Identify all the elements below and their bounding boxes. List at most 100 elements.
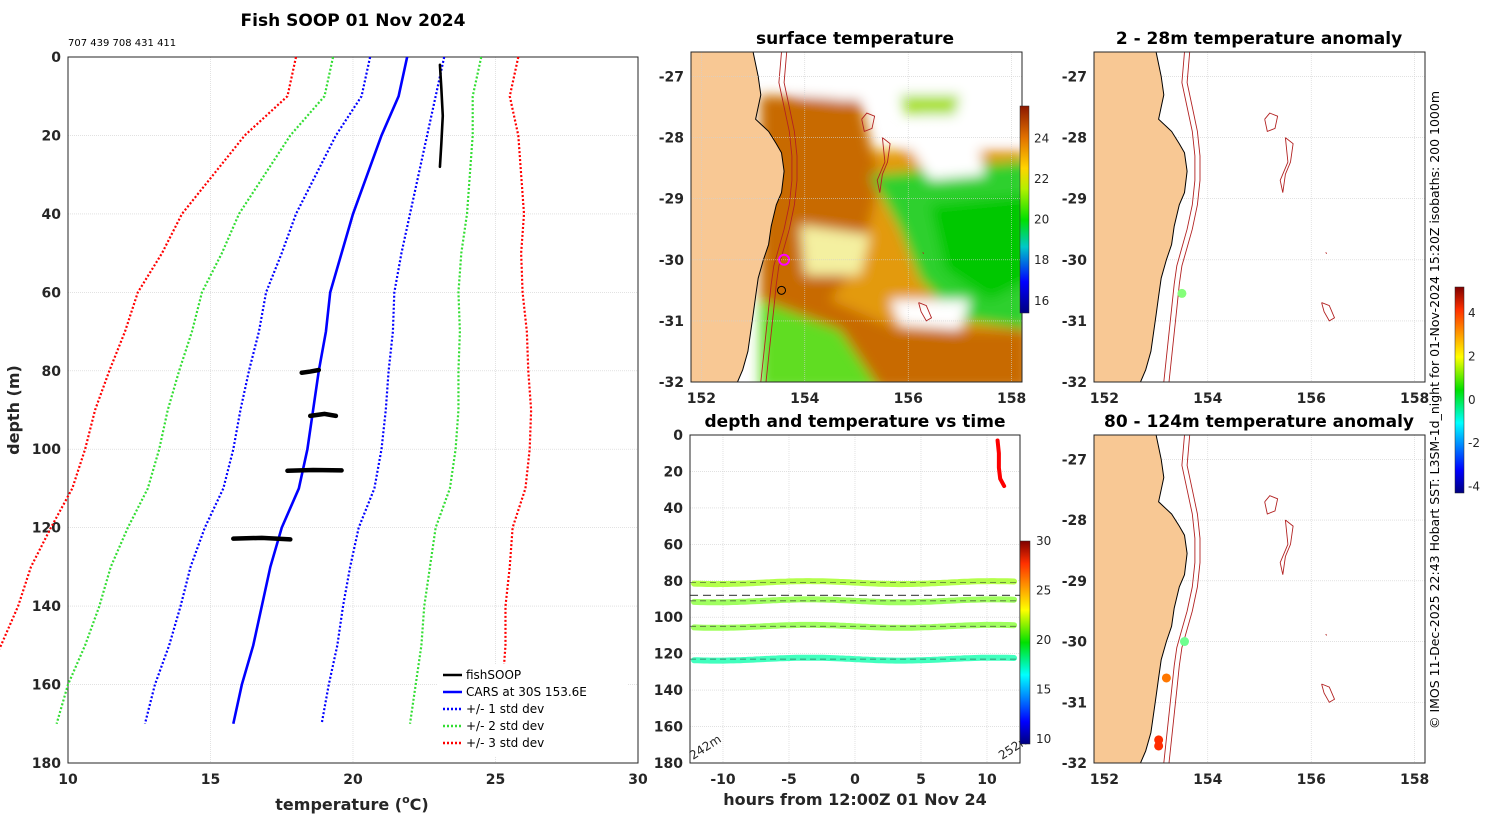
anomaly-colorbar-tick-label: 2 bbox=[1468, 349, 1476, 363]
legend-label-std3: +/- 3 std dev bbox=[466, 736, 544, 750]
anomaly-colorbar bbox=[1454, 286, 1465, 494]
profile-ticks: 10 15 20 25 30 0 20 40 60 80 100 120 140 160 180 bbox=[32, 50, 648, 788]
profile-ids-text: 707 439 708 431 411 bbox=[68, 38, 176, 49]
profile-xlabel-sup: o bbox=[402, 793, 410, 806]
profile-legend: fishSOOP CARS at 30S 153.6E +/- 1 std de… bbox=[438, 664, 628, 756]
sst-map-panel: surface temperature 152 154 15 bbox=[659, 29, 1050, 407]
anomaly-colorbar-tick-label: 4 bbox=[1468, 306, 1476, 320]
profile-ytick-label: 40 bbox=[42, 207, 62, 223]
anom-deep-xtick-label: 154 bbox=[1193, 772, 1222, 788]
anom-deep-title: 80 - 124m temperature anomaly bbox=[1104, 412, 1414, 432]
sst-ytick-label: -31 bbox=[659, 314, 684, 330]
anomaly-colorbar-tick-label: -2 bbox=[1468, 436, 1480, 450]
anom-deep-xtick-label: 152 bbox=[1090, 772, 1119, 788]
sst-ytick-label: -28 bbox=[659, 131, 684, 147]
anom-shallow-ytick-label: -31 bbox=[1062, 314, 1087, 330]
anom-shallow-point bbox=[1177, 288, 1187, 298]
sst-cloud-northwest bbox=[775, 55, 905, 100]
depth-time-colorbar-tick-label: 25 bbox=[1036, 584, 1051, 598]
sst-ytick-label: -32 bbox=[659, 375, 684, 391]
depth-time-xlabel: hours from 12:00Z 01 Nov 24 bbox=[723, 790, 986, 809]
anom-deep-ytick-label: -27 bbox=[1062, 452, 1087, 468]
profile-xtick-label: 30 bbox=[628, 772, 648, 788]
anom-deep-panel: 80 - 124m temperature anomaly 152 154 156 1… bbox=[1062, 286, 1480, 788]
depth-time-ytick-label: 80 bbox=[664, 574, 684, 590]
anom-deep-xtick-label: 158 bbox=[1400, 772, 1429, 788]
anom-shallow-ytick-label: -27 bbox=[1062, 69, 1087, 85]
anom-deep-ticks: 152 154 156 158 -27 -28 -29 -30 -31 -32 bbox=[1062, 452, 1430, 788]
anom-deep-ytick-label: -32 bbox=[1062, 756, 1087, 772]
anom-deep-land bbox=[1094, 435, 1188, 763]
profile-ytick-label: 80 bbox=[42, 364, 62, 380]
sst-ytick-label: -27 bbox=[659, 69, 684, 85]
std3-curve-high bbox=[497, 56, 533, 724]
depth-time-ytick-label: 180 bbox=[654, 756, 683, 772]
legend-box bbox=[438, 664, 628, 756]
anom-deep-ytick-label: -30 bbox=[1062, 635, 1088, 651]
depth-time-panel: depth and temperature vs time -10 -5 0 5 100… bbox=[654, 412, 1052, 809]
profile-ytick-label: 60 bbox=[42, 285, 62, 301]
profile-xlabel: temperature (oC) bbox=[275, 793, 428, 814]
sst-ytick-label: -30 bbox=[659, 253, 685, 269]
cars-mean-curve bbox=[232, 56, 409, 725]
anom-shallow-xtick-label: 158 bbox=[1400, 391, 1429, 407]
depth-time-tracks bbox=[690, 438, 1020, 664]
sst-ticks: 152 154 156 158 -27 -28 -29 -30 -31 -32 bbox=[659, 69, 1027, 407]
anom-deep-ytick-label: -29 bbox=[1062, 574, 1087, 590]
anom-shallow-ytick-label: -30 bbox=[1062, 253, 1088, 269]
sst-title: surface temperature bbox=[756, 29, 954, 49]
fishsoop-segment bbox=[308, 411, 339, 419]
anom-shallow-title: 2 - 28m temperature anomaly bbox=[1116, 29, 1402, 49]
anom-deep-map bbox=[1094, 435, 1336, 763]
sst-blob-cool-core bbox=[930, 195, 1022, 300]
anom-shallow-points bbox=[1177, 288, 1187, 298]
depth-time-colorbar-tick-label: 20 bbox=[1036, 633, 1051, 647]
std3-curve-low bbox=[0, 56, 298, 650]
sst-colorbar bbox=[1019, 105, 1030, 314]
anom-shallow-ytick-label: -29 bbox=[1062, 192, 1087, 208]
profile-ytick-label: 100 bbox=[32, 442, 61, 458]
footer-credit: © IMOS 11-Dec-2025 22:43 Hobart SST: L3S… bbox=[1427, 91, 1442, 729]
sst-isobaths bbox=[760, 52, 933, 382]
anom-shallow-panel: 2 - 28m temperature anomaly 152 154 156 158… bbox=[1062, 29, 1430, 407]
sst-colorbar-tick-label: 16 bbox=[1034, 294, 1049, 308]
sst-patch-yellowgreen bbox=[900, 95, 960, 115]
anomaly-colorbar-tick-label: 0 bbox=[1468, 393, 1476, 407]
profile-axes-box bbox=[67, 56, 639, 764]
anom-shallow-xtick-label: 152 bbox=[1090, 391, 1119, 407]
fishsoop-segment bbox=[299, 367, 322, 375]
depth-time-colorbar-tick-label: 30 bbox=[1036, 534, 1051, 548]
fishsoop-segment bbox=[231, 535, 293, 542]
profile-ytick-label: 140 bbox=[32, 599, 61, 615]
depth-time-colorbar bbox=[1019, 540, 1031, 745]
profile-title: Fish SOOP 01 Nov 2024 bbox=[241, 11, 466, 31]
anom-deep-point bbox=[1180, 637, 1190, 647]
legend-label-std2: +/- 2 std dev bbox=[466, 719, 544, 733]
anom-shallow-xtick-label: 154 bbox=[1193, 391, 1222, 407]
anom-deep-ytick-label: -31 bbox=[1062, 695, 1087, 711]
depth-time-surface-track bbox=[995, 438, 1007, 489]
depth-time-xtick-label: -10 bbox=[710, 772, 736, 788]
anom-shallow-land bbox=[1094, 52, 1188, 382]
sst-grid bbox=[691, 52, 1022, 383]
anom-shallow-ytick-label: -32 bbox=[1062, 375, 1087, 391]
anom-shallow-map bbox=[1094, 52, 1336, 382]
sst-blob-cool-south bbox=[760, 300, 875, 382]
depth-time-ytick-label: 160 bbox=[654, 720, 683, 736]
sst-xtick-label: 156 bbox=[894, 391, 923, 407]
depth-time-plot bbox=[690, 438, 1020, 664]
profile-ytick-label: 20 bbox=[42, 128, 62, 144]
depth-time-colorbar-tick-label: 15 bbox=[1036, 683, 1051, 697]
sst-colorbar-tick-label: 24 bbox=[1034, 131, 1049, 145]
profile-xlabel-main: temperature ( bbox=[275, 795, 402, 814]
anom-deep-ytick-label: -28 bbox=[1062, 513, 1087, 529]
profile-xlabel-tail: C) bbox=[410, 795, 429, 814]
depth-time-colorbar-ticks: 10 15 20 25 30 bbox=[1036, 534, 1051, 746]
sst-cloud-mid bbox=[905, 135, 985, 180]
depth-time-ytick-label: 20 bbox=[664, 464, 684, 480]
depth-time-ytick-label: 120 bbox=[654, 647, 683, 663]
depth-time-ytick-label: 60 bbox=[664, 537, 684, 553]
profile-xtick-label: 10 bbox=[58, 772, 78, 788]
anom-deep-points bbox=[1154, 637, 1190, 751]
